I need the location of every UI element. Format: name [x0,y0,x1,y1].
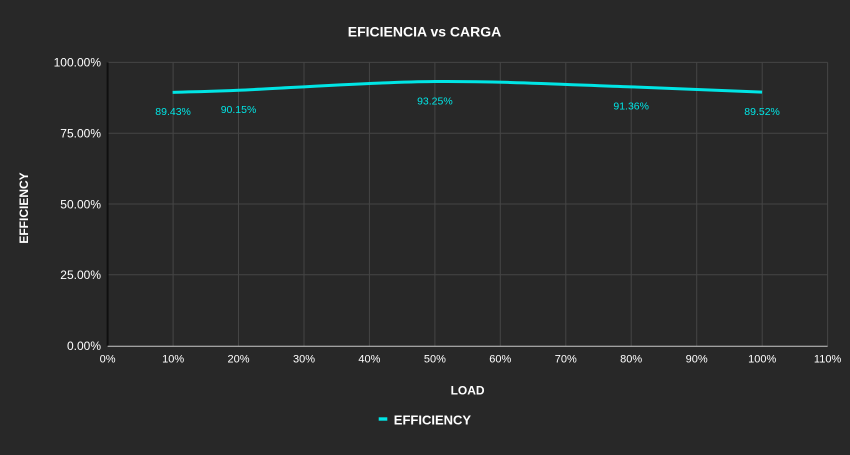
svg-text:89.52%: 89.52% [744,106,780,118]
svg-text:93.25%: 93.25% [417,95,453,107]
svg-text:0%: 0% [100,354,116,366]
svg-text:10%: 10% [162,354,184,366]
svg-text:60%: 60% [489,354,511,366]
svg-text:90%: 90% [686,354,708,366]
svg-text:50.00%: 50.00% [60,197,101,211]
svg-text:EFICIENCIA vs CARGA: EFICIENCIA vs CARGA [348,24,502,40]
svg-text:89.43%: 89.43% [155,106,191,118]
svg-text:91.36%: 91.36% [613,101,649,113]
svg-text:LOAD: LOAD [451,384,485,398]
svg-text:75.00%: 75.00% [60,127,101,141]
svg-text:40%: 40% [358,354,380,366]
svg-text:EFFICIENCY: EFFICIENCY [17,172,31,243]
svg-text:50%: 50% [424,354,446,366]
svg-text:100%: 100% [748,354,776,366]
svg-text:0.00%: 0.00% [67,339,101,353]
svg-text:80%: 80% [620,354,642,366]
svg-text:70%: 70% [555,354,577,366]
svg-text:100.00%: 100.00% [54,56,102,70]
svg-text:30%: 30% [293,354,315,366]
svg-text:90.15%: 90.15% [221,104,257,116]
svg-text:25.00%: 25.00% [60,268,101,282]
svg-text:20%: 20% [227,354,249,366]
svg-text:EFFICIENCY: EFFICIENCY [394,412,472,427]
svg-text:110%: 110% [814,354,842,366]
